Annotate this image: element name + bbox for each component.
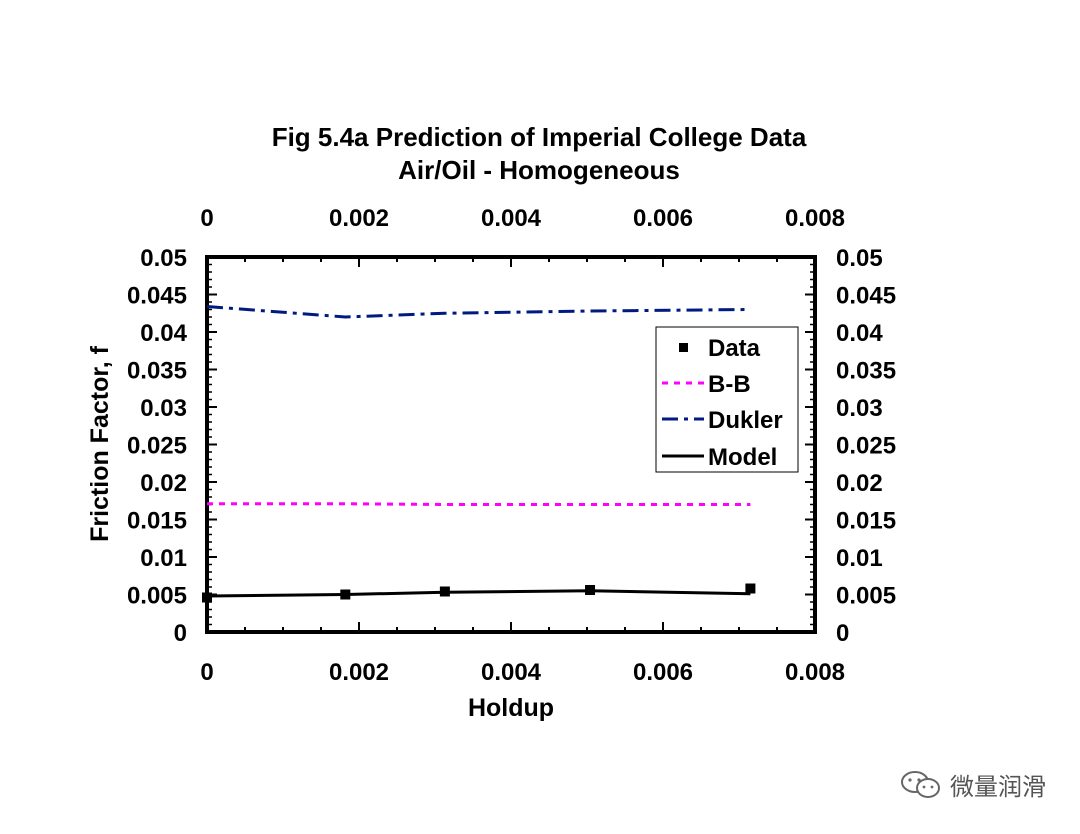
legend-label-dukler: Dukler (708, 407, 783, 434)
y-tick-label-left: 0.015 (127, 508, 187, 535)
chart-title-line1: Fig 5.4a Prediction of Imperial College … (272, 122, 807, 152)
y-tick-label-right: 0.04 (836, 320, 883, 347)
y-tick-label-right: 0.05 (836, 245, 883, 272)
legend: Data B-B Dukler Model (655, 326, 799, 473)
y-tick-label-left: 0.045 (127, 283, 187, 310)
y-tick-label-left: 0 (174, 620, 187, 647)
x-tick-label-bottom: 0.004 (481, 659, 542, 686)
y-tick-label-left: 0.035 (127, 358, 187, 385)
x-tick-label-top: 0 (200, 205, 213, 232)
x-tick-label-top: 0.006 (633, 205, 693, 232)
data-point-data (202, 592, 212, 603)
y-tick-label-left: 0.02 (140, 470, 187, 497)
y-tick-label-right: 0.035 (836, 358, 896, 385)
series-line-model (206, 589, 751, 598)
y-tick-label-right: 0.02 (836, 470, 883, 497)
x-tick-label-bottom: 0 (200, 659, 213, 686)
data-point-data (745, 583, 756, 594)
y-tick-label-right: 0 (836, 620, 849, 647)
y-tick-label-right: 0.005 (836, 583, 896, 610)
x-tick-label-bottom: 0.006 (633, 659, 693, 686)
y-tick-label-right: 0.045 (836, 283, 896, 310)
watermark: 微量润滑 (900, 767, 1046, 802)
y-tick-label-right: 0.01 (836, 545, 883, 572)
y-tick-label-right: 0.015 (836, 508, 896, 535)
chart-title-line2: Air/Oil - Homogeneous (398, 155, 680, 185)
y-tick-label-left: 0.005 (127, 583, 187, 610)
legend-label-model: Model (708, 444, 777, 471)
ticks-layer: 000.0020.0020.0040.0040.0060.0060.0080.0… (127, 205, 896, 686)
series-layer (202, 305, 756, 603)
legend-marker-data (679, 343, 688, 352)
x-tick-label-bottom: 0.002 (329, 659, 389, 686)
x-tick-label-top: 0.002 (329, 205, 389, 232)
y-tick-label-left: 0.04 (140, 320, 187, 347)
y-tick-label-left: 0.05 (140, 245, 187, 272)
wechat-icon (901, 770, 940, 798)
y-axis-label: Friction Factor, f (86, 345, 114, 542)
y-tick-label-left: 0.025 (127, 433, 187, 460)
y-tick-label-left: 0.03 (140, 395, 187, 422)
x-tick-label-bottom: 0.008 (785, 659, 845, 686)
series-line-dukler (206, 305, 751, 319)
series-line-b-b (207, 502, 751, 506)
legend-label-data: Data (708, 335, 761, 362)
y-tick-label-right: 0.025 (836, 433, 896, 460)
y-tick-label-left: 0.01 (140, 545, 187, 572)
x-tick-label-top: 0.008 (785, 205, 845, 232)
watermark-text: 微量润滑 (950, 773, 1046, 801)
x-axis-label: Holdup (468, 694, 554, 722)
legend-label-bb: B-B (708, 371, 751, 398)
y-tick-label-right: 0.03 (836, 395, 883, 422)
x-tick-label-top: 0.004 (481, 205, 542, 232)
